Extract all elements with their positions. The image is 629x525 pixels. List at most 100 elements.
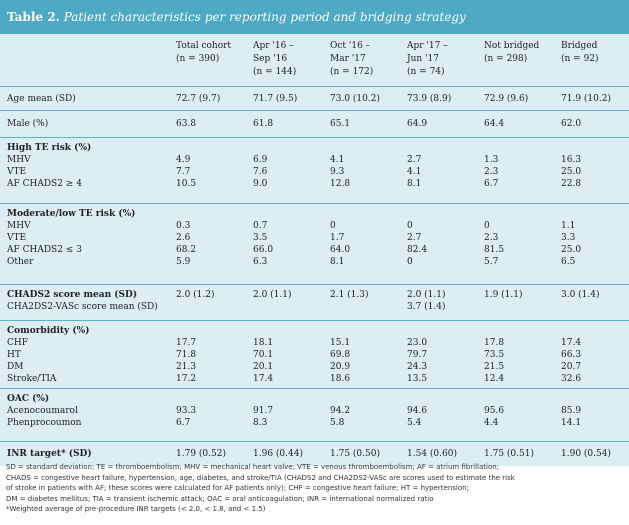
- footnote-line: SD = standard deviation; TE = thromboemb…: [6, 463, 500, 471]
- value-line: [253, 142, 318, 154]
- value-line: 3.3: [561, 233, 576, 243]
- value-cell: 62.0: [552, 111, 629, 137]
- value-line: [484, 393, 549, 405]
- value-line: 1.79 (0.52): [176, 449, 226, 459]
- value-cell: 0 2.3 81.5 5.7: [475, 204, 552, 284]
- value-line: [484, 325, 549, 337]
- value-line: 4.1: [330, 155, 345, 165]
- value-cell: 1.1 3.3 25.0 6.5: [552, 204, 629, 284]
- column-header-line: Apr '17 –: [407, 41, 448, 51]
- value-line: 0.7: [253, 221, 268, 231]
- table-label: Table 2.: [7, 10, 60, 24]
- row-label-line: Phenprocoumon: [7, 418, 82, 428]
- value-line: 3.7 (1.4): [407, 302, 446, 312]
- value-cell: 2.0 (1.1) 3.7 (1.4): [398, 285, 475, 320]
- value-cell: 1.75 (0.50): [321, 442, 398, 466]
- row-label-line: Male (%): [7, 119, 49, 129]
- value-line: 91.7: [253, 406, 274, 416]
- value-line: 81.5: [484, 245, 505, 255]
- column-header: Not bridged (n = 298): [475, 34, 552, 86]
- value-line: 8.1: [407, 179, 422, 189]
- value-cell: 17.7 71.8 21.3 17.2: [167, 321, 244, 388]
- row-label-line: Stroke/TIA: [7, 374, 57, 384]
- value-line: 1.90 (0.54): [561, 449, 611, 459]
- value-line: 0: [330, 221, 336, 231]
- value-line: 23.0: [407, 338, 428, 348]
- value-line: 25.0: [561, 167, 582, 177]
- column-header-line: (n = 298): [484, 54, 528, 64]
- row-label-line: DM: [7, 362, 24, 372]
- value-line: 1.3: [484, 155, 499, 165]
- value-line: 5.8: [330, 418, 345, 428]
- row-label-line: CHA2DS2-VASc score mean (SD): [7, 302, 158, 312]
- value-cell: 91.7 8.3: [244, 389, 321, 441]
- value-line: 93.3: [176, 406, 197, 416]
- column-header-line: Mar '17: [330, 54, 366, 64]
- column-header: Apr '16 – Sep '16 (n = 144): [244, 34, 321, 86]
- value-line: [330, 325, 395, 337]
- row-label-line: MHV: [7, 155, 31, 165]
- column-header-line: Bridged: [561, 41, 598, 51]
- value-line: 62.0: [561, 119, 582, 129]
- row-label-cell: Male (%): [0, 111, 167, 137]
- header-cell-empty: [0, 34, 167, 86]
- value-cell: 0 1.7 64.0 8.1: [321, 204, 398, 284]
- row-label-line: Other: [7, 257, 34, 267]
- value-line: 2.3: [484, 233, 499, 243]
- value-line: [253, 325, 318, 337]
- value-line: 63.8: [176, 119, 197, 129]
- value-line: 4.1: [407, 167, 422, 177]
- value-line: 2.6: [176, 233, 191, 243]
- value-line: 64.0: [330, 245, 351, 255]
- column-header-line: Not bridged: [484, 41, 540, 51]
- value-cell: 15.1 69.8 20.9 18.6: [321, 321, 398, 388]
- row-label-line: Age mean (SD): [7, 93, 76, 104]
- column-header-line: (n = 92): [561, 54, 599, 64]
- value-line: 32.6: [561, 374, 582, 384]
- value-line: 72.7 (9.7): [176, 93, 221, 104]
- value-line: 9.3: [330, 167, 345, 177]
- value-line: 15.1: [330, 338, 351, 348]
- value-line: [561, 208, 626, 220]
- value-line: 2.0 (1.1): [253, 290, 292, 300]
- column-header-line: (n = 172): [330, 67, 374, 77]
- value-line: 10.5: [176, 179, 197, 189]
- value-line: 64.4: [484, 119, 505, 129]
- value-cell: 3.0 (1.4): [552, 285, 629, 320]
- column-header: Oct '16 – Mar '17 (n = 172): [321, 34, 398, 86]
- value-line: [330, 393, 395, 405]
- value-line: 1.75 (0.51): [484, 449, 534, 459]
- value-line: 2.0 (1.1): [407, 290, 446, 300]
- value-cell: 64.9: [398, 111, 475, 137]
- table-caption: Patient characteristics per reporting pe…: [63, 10, 466, 24]
- value-cell: 94.2 5.8: [321, 389, 398, 441]
- row-label-line: Comorbidity (%): [7, 326, 90, 336]
- value-line: 16.3: [561, 155, 582, 165]
- row-label-cell: High TE risk (%) MHV VTE AF CHADS2 ≥ 4: [0, 138, 167, 203]
- footnote-line: DM = diabetes mellitus; TIA = transient …: [6, 494, 434, 503]
- value-line: 20.9: [330, 362, 351, 372]
- footnote-line: of stroke in patients with AF; these sco…: [6, 484, 469, 493]
- value-line: [176, 325, 241, 337]
- value-line: [176, 393, 241, 405]
- value-line: 5.9: [176, 257, 191, 267]
- column-header-line: Sep '16: [253, 54, 288, 64]
- value-line: [176, 142, 241, 154]
- value-line: 82.4: [407, 245, 428, 255]
- value-line: 17.4: [253, 374, 274, 384]
- value-line: [484, 208, 549, 220]
- value-cell: 73.0 (10.2): [321, 87, 398, 110]
- value-line: 21.5: [484, 362, 505, 372]
- value-line: 0: [407, 257, 413, 267]
- value-line: 1.54 (0.60): [407, 449, 457, 459]
- value-line: 25.0: [561, 245, 582, 255]
- column-header-line: (n = 390): [176, 54, 220, 64]
- value-line: 73.0 (10.2): [330, 93, 380, 104]
- value-line: 1.7: [330, 233, 345, 243]
- row-label-cell: Comorbidity (%) CHF HT DM Stroke/TIA: [0, 321, 167, 388]
- value-cell: 94.6 5.4: [398, 389, 475, 441]
- value-line: 17.8: [484, 338, 505, 348]
- row-label-line: MHV: [7, 221, 31, 231]
- value-cell: 65.1: [321, 111, 398, 137]
- value-line: 0: [407, 221, 413, 231]
